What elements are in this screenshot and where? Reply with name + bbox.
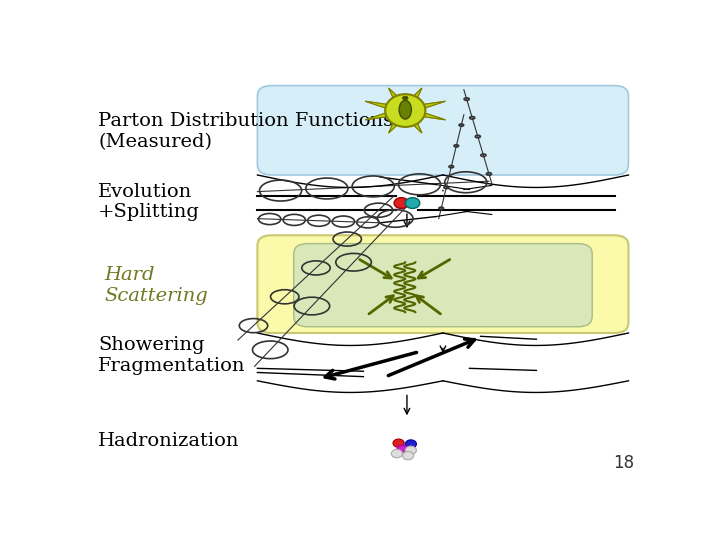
Polygon shape	[365, 113, 387, 120]
Polygon shape	[410, 120, 422, 133]
Text: Hard
Scattering: Hard Scattering	[104, 266, 207, 305]
Ellipse shape	[399, 100, 411, 119]
FancyBboxPatch shape	[258, 235, 629, 333]
Circle shape	[405, 440, 416, 448]
Polygon shape	[410, 120, 422, 133]
FancyBboxPatch shape	[258, 85, 629, 175]
Polygon shape	[423, 101, 446, 107]
Ellipse shape	[402, 96, 408, 100]
Polygon shape	[389, 120, 400, 133]
Polygon shape	[423, 113, 446, 120]
Circle shape	[402, 451, 413, 460]
Polygon shape	[410, 88, 422, 100]
Ellipse shape	[385, 94, 426, 127]
Polygon shape	[423, 101, 446, 107]
Text: Evolution
+Splitting: Evolution +Splitting	[99, 183, 200, 221]
Text: Hadronization: Hadronization	[99, 432, 240, 450]
Polygon shape	[423, 113, 446, 120]
Text: Parton Distribution Functions
(Measured): Parton Distribution Functions (Measured)	[99, 112, 394, 151]
FancyBboxPatch shape	[294, 244, 593, 327]
Polygon shape	[365, 113, 387, 120]
Circle shape	[393, 439, 404, 447]
Text: Showering
Fragmentation: Showering Fragmentation	[99, 336, 246, 375]
Polygon shape	[389, 120, 400, 133]
Polygon shape	[410, 88, 422, 100]
Circle shape	[394, 198, 409, 208]
Circle shape	[397, 446, 408, 454]
Polygon shape	[365, 101, 387, 107]
Circle shape	[392, 449, 402, 458]
Circle shape	[405, 198, 420, 208]
Polygon shape	[365, 101, 387, 107]
Text: 18: 18	[613, 454, 634, 472]
Polygon shape	[389, 88, 400, 100]
Polygon shape	[389, 88, 400, 100]
Circle shape	[405, 446, 416, 454]
